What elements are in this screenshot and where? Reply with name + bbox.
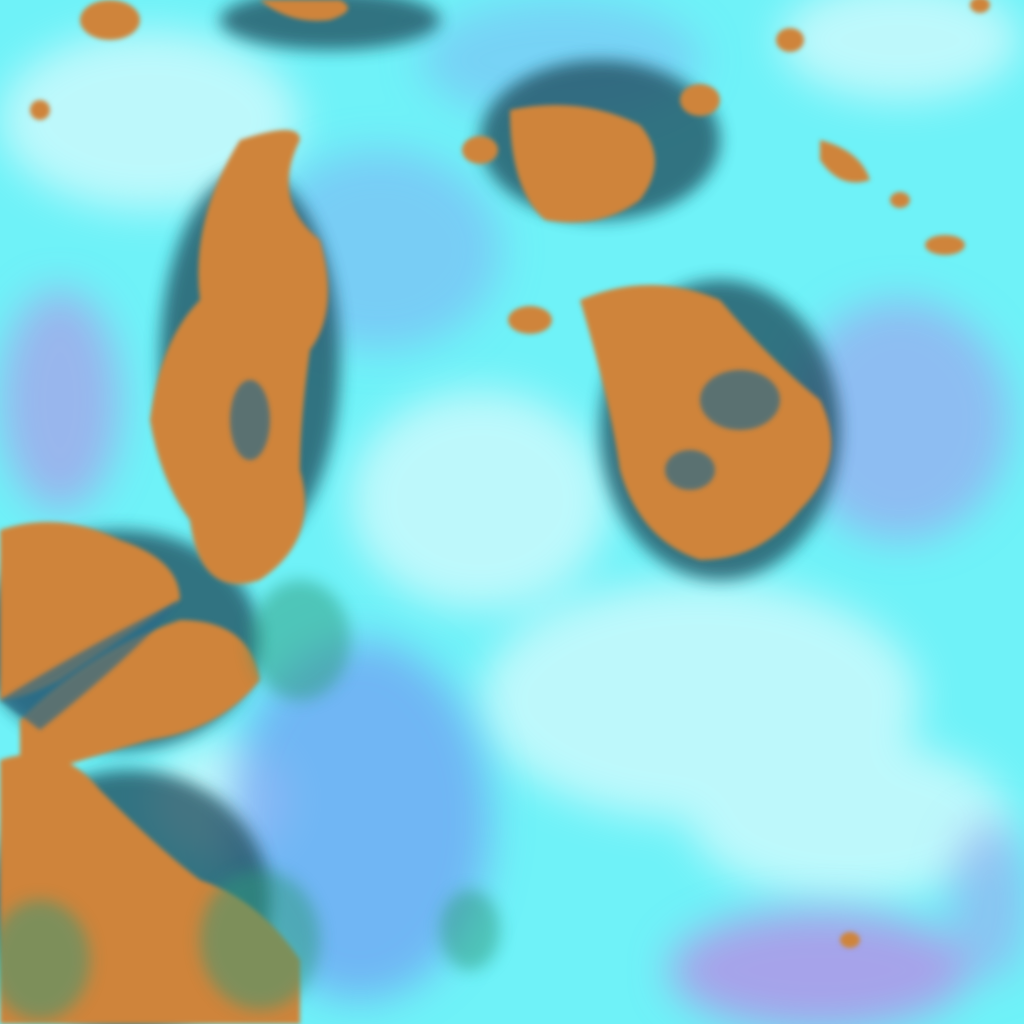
inland-dark-patches bbox=[0, 370, 780, 730]
vegetation-edges bbox=[0, 580, 500, 1020]
